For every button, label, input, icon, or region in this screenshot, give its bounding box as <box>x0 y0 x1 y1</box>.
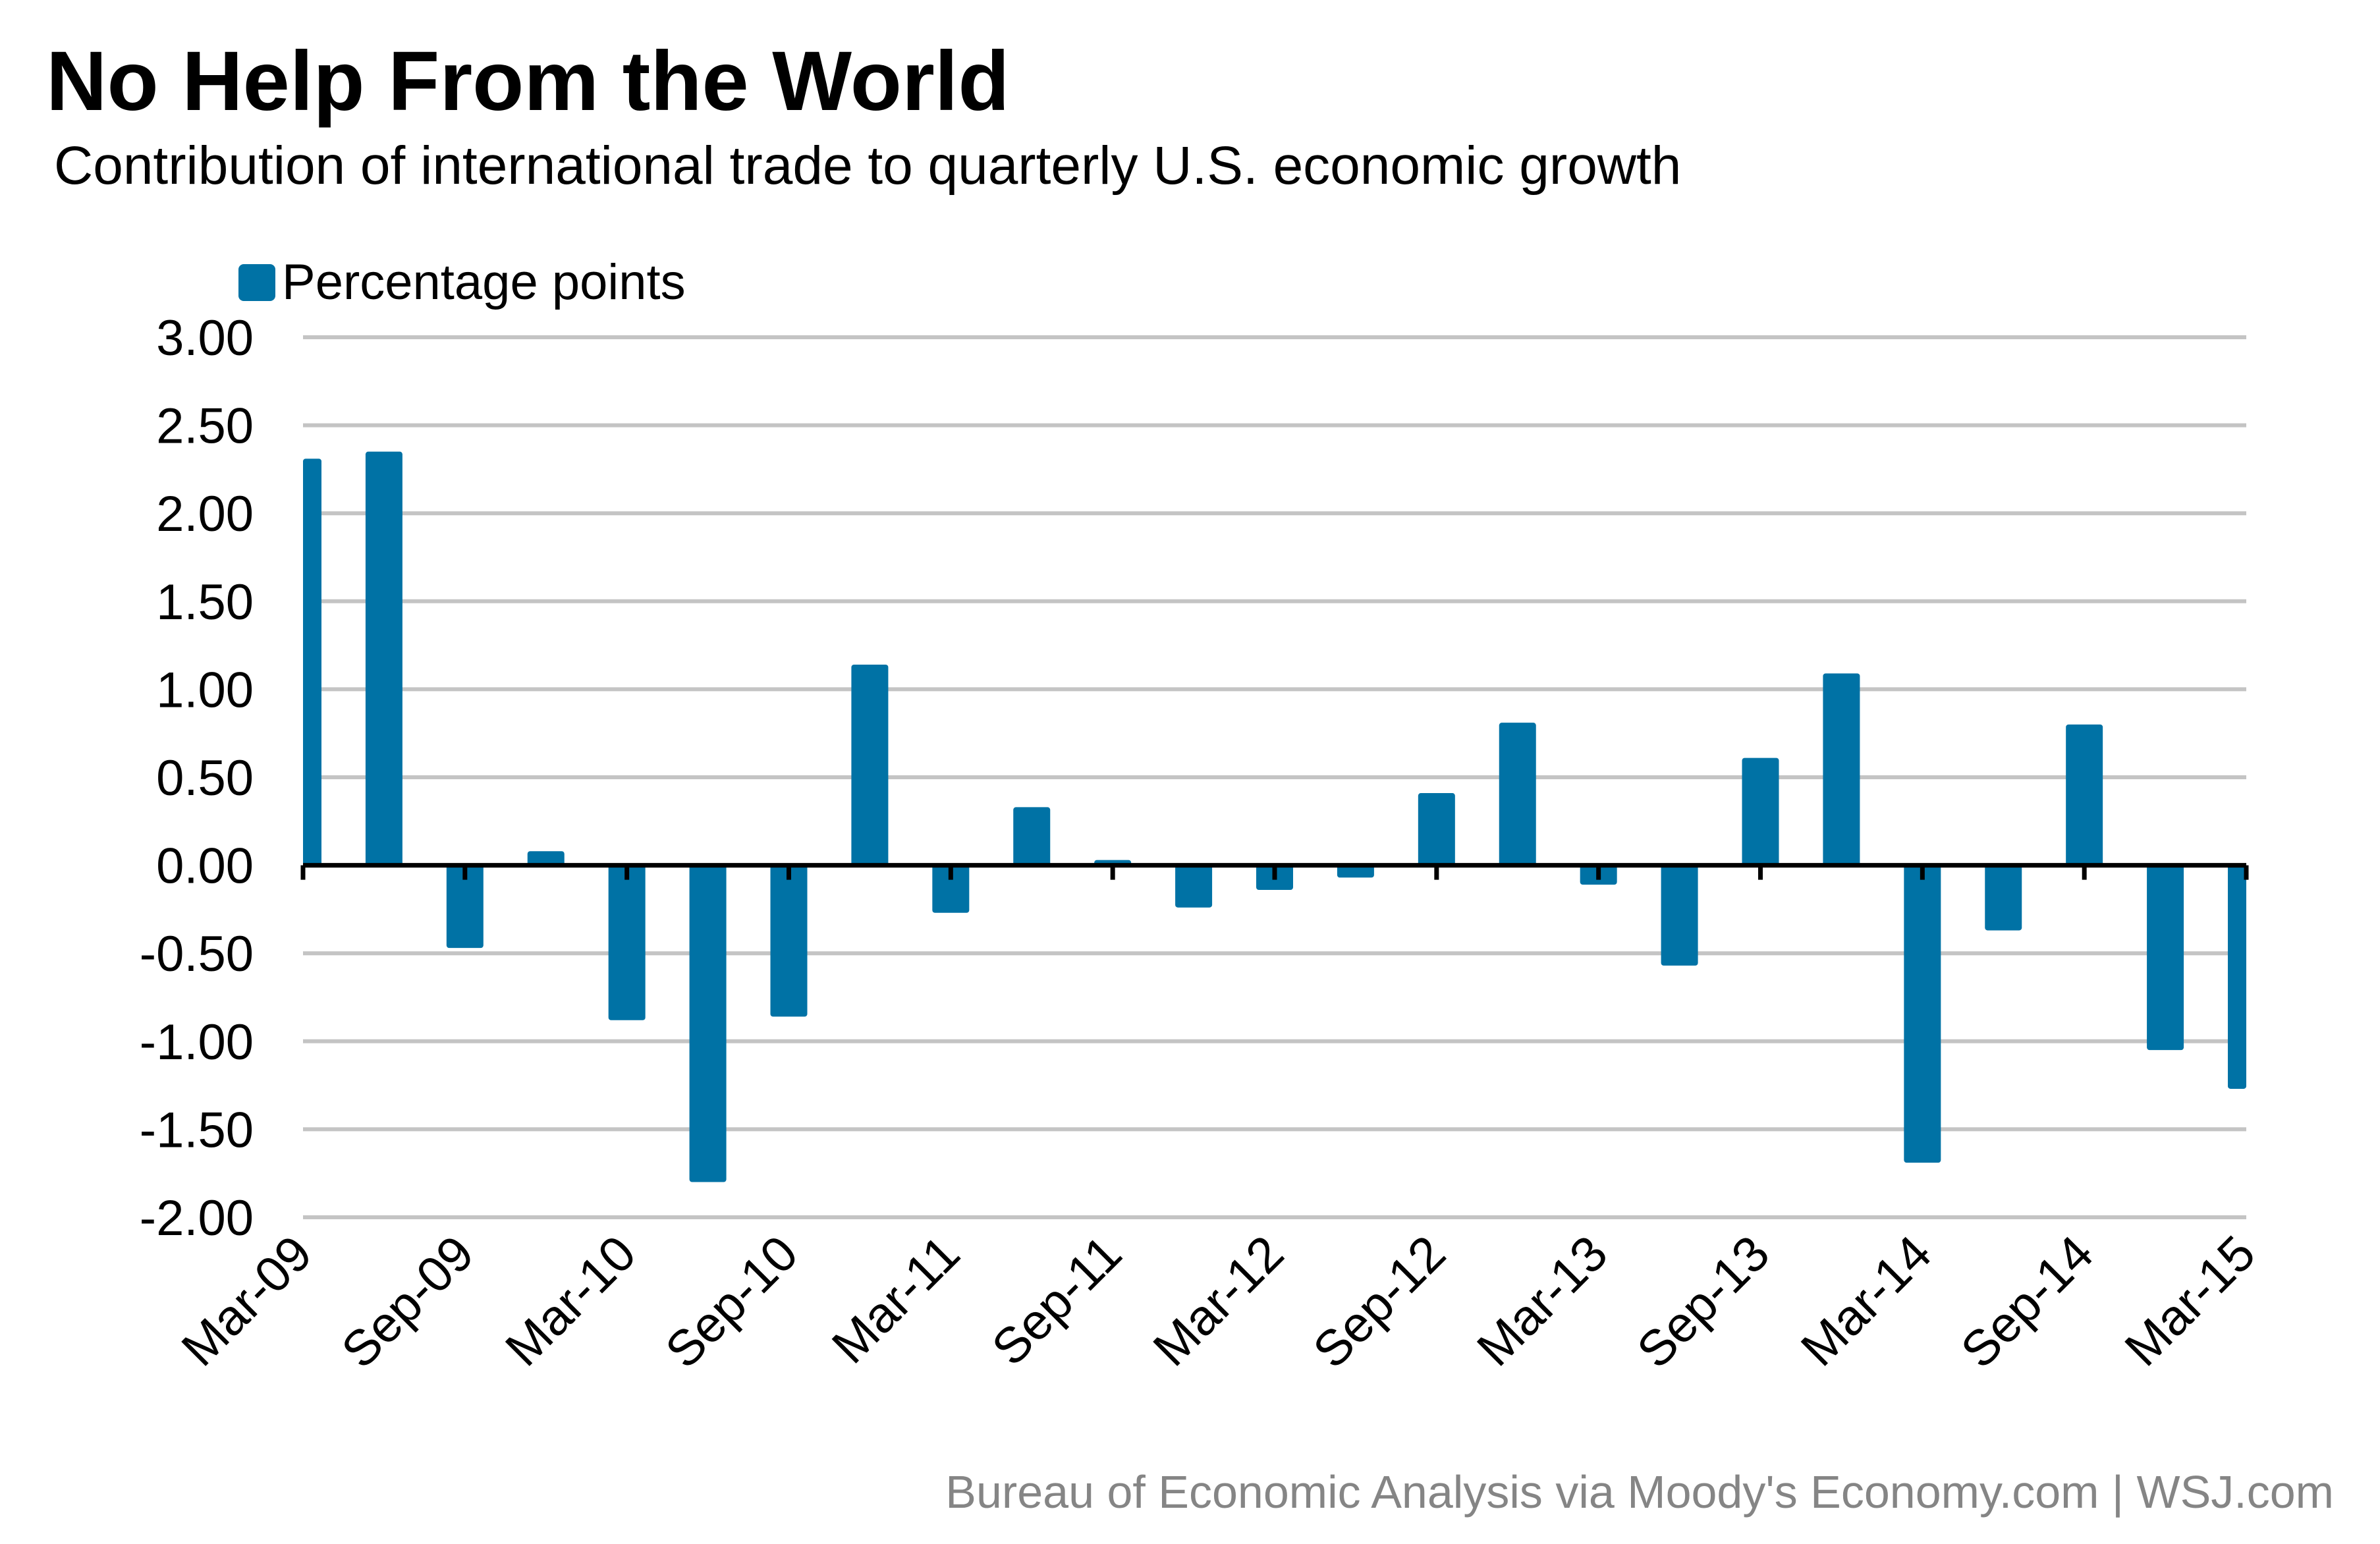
bar-dec-10 <box>851 664 889 866</box>
bar-dec-09 <box>527 851 565 866</box>
x-tick-label: Sep-14 <box>1951 1225 2104 1379</box>
x-tick-label: Sep-12 <box>1302 1225 1456 1379</box>
chart-subtitle: Contribution of international trade to q… <box>54 136 1682 196</box>
y-tick-label: 0.50 <box>156 750 254 806</box>
y-tick-label: 0.00 <box>156 839 254 895</box>
x-tick-label: Mar-15 <box>2115 1225 2266 1377</box>
y-axis-labels: 3.00 2.50 2.00 1.50 1.00 0.50 0.00 -0.50 -1.00 -1… <box>140 310 254 1246</box>
x-tick-label: Sep-09 <box>331 1225 484 1379</box>
y-tick-label: 1.50 <box>156 574 254 630</box>
y-tick-label: -2.00 <box>140 1190 254 1246</box>
bar-dec-14 <box>2147 865 2184 1051</box>
bar-mar-10 <box>608 865 646 1020</box>
gridlines <box>303 335 2246 1219</box>
bar-sep-09 <box>446 865 484 949</box>
bar-jun-09 <box>365 451 402 866</box>
bar-sep-12 <box>1418 793 1455 866</box>
chart-title: No Help From the World <box>46 34 1010 128</box>
bar-dec-11 <box>1175 865 1213 908</box>
x-tick-label: Mar-14 <box>1790 1225 1942 1377</box>
bar-mar-15 <box>2228 865 2246 1089</box>
bar-dec-12 <box>1499 723 1536 866</box>
bar-mar-09 <box>303 458 321 866</box>
legend: Percentage points <box>238 254 686 311</box>
bar-jun-13 <box>1661 865 1698 966</box>
y-tick-label: 3.00 <box>156 310 254 366</box>
bar-jun-14 <box>1985 865 2022 931</box>
bars <box>303 451 2246 1182</box>
y-tick-label: -0.50 <box>140 926 254 982</box>
source-note: Bureau of Economic Analysis via Moody's … <box>945 1466 2334 1518</box>
bar-sep-10 <box>770 865 808 1017</box>
bar-mar-14 <box>1904 865 1941 1163</box>
x-tick-label: Sep-10 <box>655 1225 808 1379</box>
bar-jun-11 <box>1013 807 1051 866</box>
bar-mar-11 <box>932 865 970 913</box>
legend-label: Percentage points <box>282 254 686 310</box>
x-tick-label: Mar-09 <box>171 1225 323 1377</box>
x-tick-label: Sep-11 <box>982 1225 1132 1376</box>
bar-jun-12 <box>1337 865 1374 878</box>
bar-dec-13 <box>1823 673 1860 866</box>
legend-swatch <box>238 263 275 301</box>
bar-sep-13 <box>1742 758 1779 866</box>
x-tick-label: Mar-12 <box>1143 1225 1294 1377</box>
x-tick-label: Sep-13 <box>1626 1225 1780 1379</box>
bar-sep-14 <box>2066 724 2103 866</box>
bar-jun-10 <box>689 865 727 1182</box>
y-tick-label: 1.00 <box>156 662 254 718</box>
x-tick-label: Mar-11 <box>821 1225 970 1374</box>
y-tick-label: -1.00 <box>140 1014 254 1070</box>
y-tick-label: 2.50 <box>156 399 254 455</box>
y-tick-label: 2.00 <box>156 486 254 542</box>
x-tick-label: Mar-13 <box>1466 1225 1618 1377</box>
x-axis-labels: Mar-09 Sep-09 Mar-10 Sep-10 Mar-11 Sep-11 Mar-… <box>171 1225 2266 1379</box>
zero-axis <box>300 863 2249 880</box>
x-tick-label: Mar-10 <box>495 1225 646 1377</box>
y-tick-label: -1.50 <box>140 1102 254 1158</box>
